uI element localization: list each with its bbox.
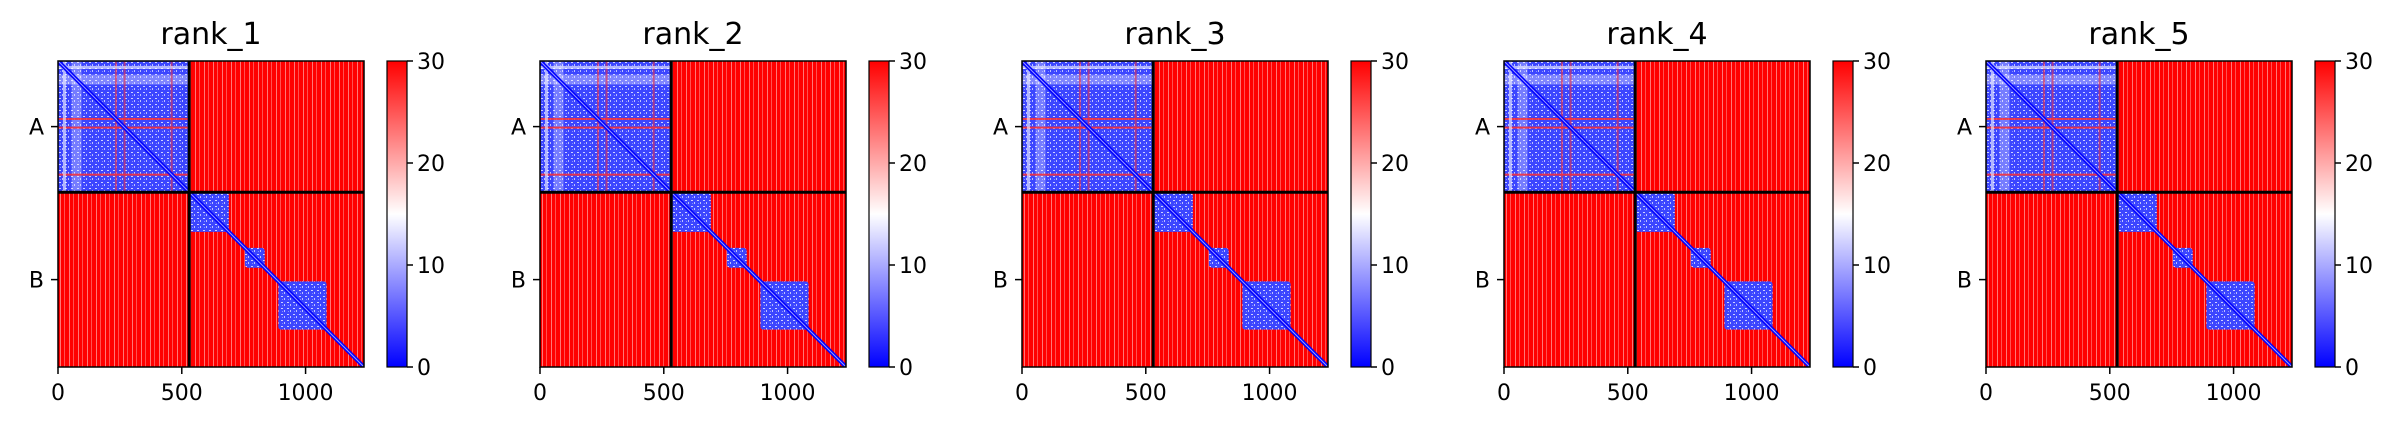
x-tick-label: 1000: [1724, 381, 1780, 406]
colorbar-tick-label: 0: [1381, 356, 1395, 381]
chain-a-stripe: [170, 61, 173, 193]
heatmap-frame: [1985, 60, 2293, 368]
colorbar-tick-label: 0: [2345, 356, 2359, 381]
colorbar-tick-label: 20: [1863, 152, 1891, 177]
x-tick-label: 500: [1125, 381, 1167, 406]
y-tick-label: A: [1957, 116, 1972, 141]
diagonal-highlight: [1986, 61, 2292, 367]
chain-a-band: [540, 65, 672, 69]
colorbar-tick-label: 10: [417, 254, 445, 279]
colorbar-tick-label: 20: [1381, 152, 1409, 177]
colorbar: [386, 60, 408, 368]
chain-a-stripe: [652, 61, 655, 193]
y-tick-label: B: [29, 269, 44, 294]
panel-title: rank_3: [1124, 17, 1225, 52]
heatmap: [58, 61, 364, 367]
heatmap-frame: [539, 60, 847, 368]
panel-title: rank_2: [642, 17, 743, 52]
chain-a-stripe: [2098, 61, 2101, 193]
heatmap-frame: [1021, 60, 1329, 368]
x-tick-label: 500: [161, 381, 203, 406]
colorbar: [1350, 60, 1372, 368]
colorbar: [2314, 60, 2336, 368]
heatmap: [1022, 61, 1328, 367]
chain-a-stripe: [540, 173, 672, 176]
colorbar-tick-label: 10: [899, 254, 927, 279]
y-tick-label: B: [1957, 269, 1972, 294]
panel-2: rank_2 A B 0 500 1000 0 10 20 30: [511, 17, 927, 406]
chain-a-stripe: [1022, 173, 1154, 176]
colorbar: [868, 60, 890, 368]
colorbar-tick-label: 0: [899, 356, 913, 381]
y-tick-label: A: [1475, 116, 1490, 141]
x-tick-label: 0: [1497, 381, 1511, 406]
x-tick-label: 500: [2089, 381, 2131, 406]
x-tick-label: 500: [643, 381, 685, 406]
chain-a-band: [1022, 65, 1154, 69]
diagonal-highlight: [58, 61, 364, 367]
chain-a-band: [544, 61, 548, 193]
panel-title: rank_1: [160, 17, 261, 52]
chain-a-band: [1026, 61, 1030, 193]
colorbar-tick-label: 0: [1863, 356, 1877, 381]
panel-4: rank_4 A B 0 500 1000 0 10 20 30: [1475, 17, 1891, 406]
colorbar: [1832, 60, 1854, 368]
colorbar-tick-label: 10: [1381, 254, 1409, 279]
y-tick-label: A: [29, 116, 44, 141]
chain-a-stripe: [1504, 173, 1636, 176]
colorbar-tick-label: 0: [417, 356, 431, 381]
colorbar-tick-label: 20: [2345, 152, 2373, 177]
colorbar-tick-label: 30: [1863, 50, 1891, 75]
chain-a-band: [1504, 65, 1636, 69]
y-tick-label: B: [993, 269, 1008, 294]
colorbar-tick-label: 30: [1381, 50, 1409, 75]
x-tick-label: 0: [533, 381, 547, 406]
chain-a-band: [62, 61, 66, 193]
y-tick-label: B: [1475, 269, 1490, 294]
heatmap: [540, 61, 846, 367]
x-tick-label: 0: [1979, 381, 1993, 406]
x-tick-label: 1000: [760, 381, 816, 406]
panel-title: rank_4: [1606, 17, 1707, 52]
chain-a-band: [1986, 65, 2118, 69]
diagonal-highlight: [540, 61, 846, 367]
panel-title: rank_5: [2088, 17, 2189, 52]
chain-a-band: [58, 65, 190, 69]
heatmap: [1986, 61, 2292, 367]
chain-a-stripe: [1134, 61, 1137, 193]
chain-a-stripe: [1986, 173, 2118, 176]
heatmap-frame: [1503, 60, 1811, 368]
colorbar-tick-label: 10: [1863, 254, 1891, 279]
chain-a-band: [1990, 61, 1994, 193]
colorbar-tick-label: 30: [2345, 50, 2373, 75]
x-tick-label: 1000: [2206, 381, 2262, 406]
panel-1: rank_1 A B 0 500 1000 0 10 20 30: [29, 17, 445, 406]
y-tick-label: B: [511, 269, 526, 294]
heatmap: [1504, 61, 1810, 367]
x-tick-label: 0: [1015, 381, 1029, 406]
y-tick-label: A: [993, 116, 1008, 141]
panel-3: rank_3 A B 0 500 1000 0 10 20 30: [993, 17, 1409, 406]
chain-a-stripe: [1616, 61, 1619, 193]
chain-a-stripe: [58, 173, 190, 176]
y-tick-label: A: [511, 116, 526, 141]
colorbar-tick-label: 30: [899, 50, 927, 75]
chain-a-band: [1508, 61, 1512, 193]
panel-5: rank_5 A B 0 500 1000 0 10 20 30: [1957, 17, 2373, 406]
colorbar-tick-label: 10: [2345, 254, 2373, 279]
x-tick-label: 1000: [1242, 381, 1298, 406]
diagonal-highlight: [1022, 61, 1328, 367]
diagonal-highlight: [1504, 61, 1810, 367]
colorbar-tick-label: 20: [417, 152, 445, 177]
x-tick-label: 1000: [278, 381, 334, 406]
heatmap-frame: [57, 60, 365, 368]
x-tick-label: 0: [51, 381, 65, 406]
colorbar-tick-label: 30: [417, 50, 445, 75]
x-tick-label: 500: [1607, 381, 1649, 406]
colorbar-tick-label: 20: [899, 152, 927, 177]
